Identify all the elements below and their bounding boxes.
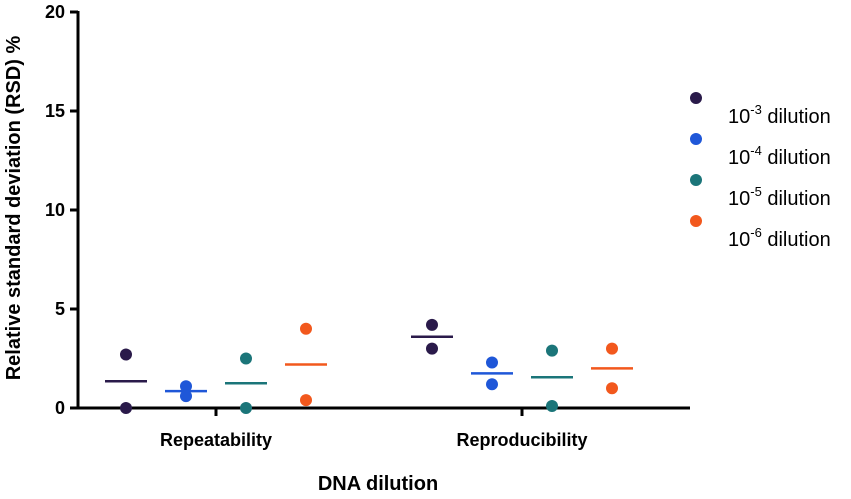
- data-point: [240, 352, 252, 365]
- data-point: [300, 394, 312, 407]
- legend-marker: [690, 215, 702, 227]
- data-point: [426, 318, 438, 331]
- data-point: [300, 322, 312, 335]
- legend-marker: [690, 133, 702, 145]
- legend-label: 10-4 dilution: [728, 143, 831, 169]
- y-axis-title: Relative standard deviation (RSD) %: [3, 36, 25, 381]
- data-point: [426, 342, 438, 355]
- legend-label: 10-5 dilution: [728, 184, 831, 210]
- x-axis: Repeatability Reproducibility: [77, 406, 690, 450]
- legend-marker: [690, 92, 702, 104]
- data-point: [546, 344, 558, 357]
- y-tick-label: 15: [45, 101, 65, 121]
- x-category-label: Repeatability: [160, 430, 272, 450]
- legend: 10-3 dilution 10-4 dilution 10-5 dilution 1…: [690, 92, 831, 251]
- y-tick-label: 10: [45, 200, 65, 220]
- x-axis-title: DNA dilution: [318, 473, 438, 495]
- data-point: [606, 382, 618, 395]
- y-tick-label: 0: [55, 398, 65, 418]
- data-point: [546, 400, 558, 413]
- data-point: [180, 380, 192, 393]
- data-marks: [105, 318, 633, 414]
- data-point: [486, 378, 498, 391]
- y-axis: 0 5 10 15 20: [45, 2, 80, 418]
- x-category-label: Reproducibility: [456, 430, 587, 450]
- data-point: [606, 342, 618, 355]
- data-point: [180, 390, 192, 403]
- y-tick-label: 20: [45, 2, 65, 22]
- legend-marker: [690, 174, 702, 186]
- data-point: [120, 348, 132, 361]
- data-point: [486, 356, 498, 369]
- data-point: [120, 402, 132, 414]
- legend-label: 10-6 dilution: [728, 225, 831, 251]
- data-point: [240, 402, 252, 414]
- y-tick-label: 5: [55, 299, 65, 319]
- legend-label: 10-3 dilution: [728, 102, 831, 128]
